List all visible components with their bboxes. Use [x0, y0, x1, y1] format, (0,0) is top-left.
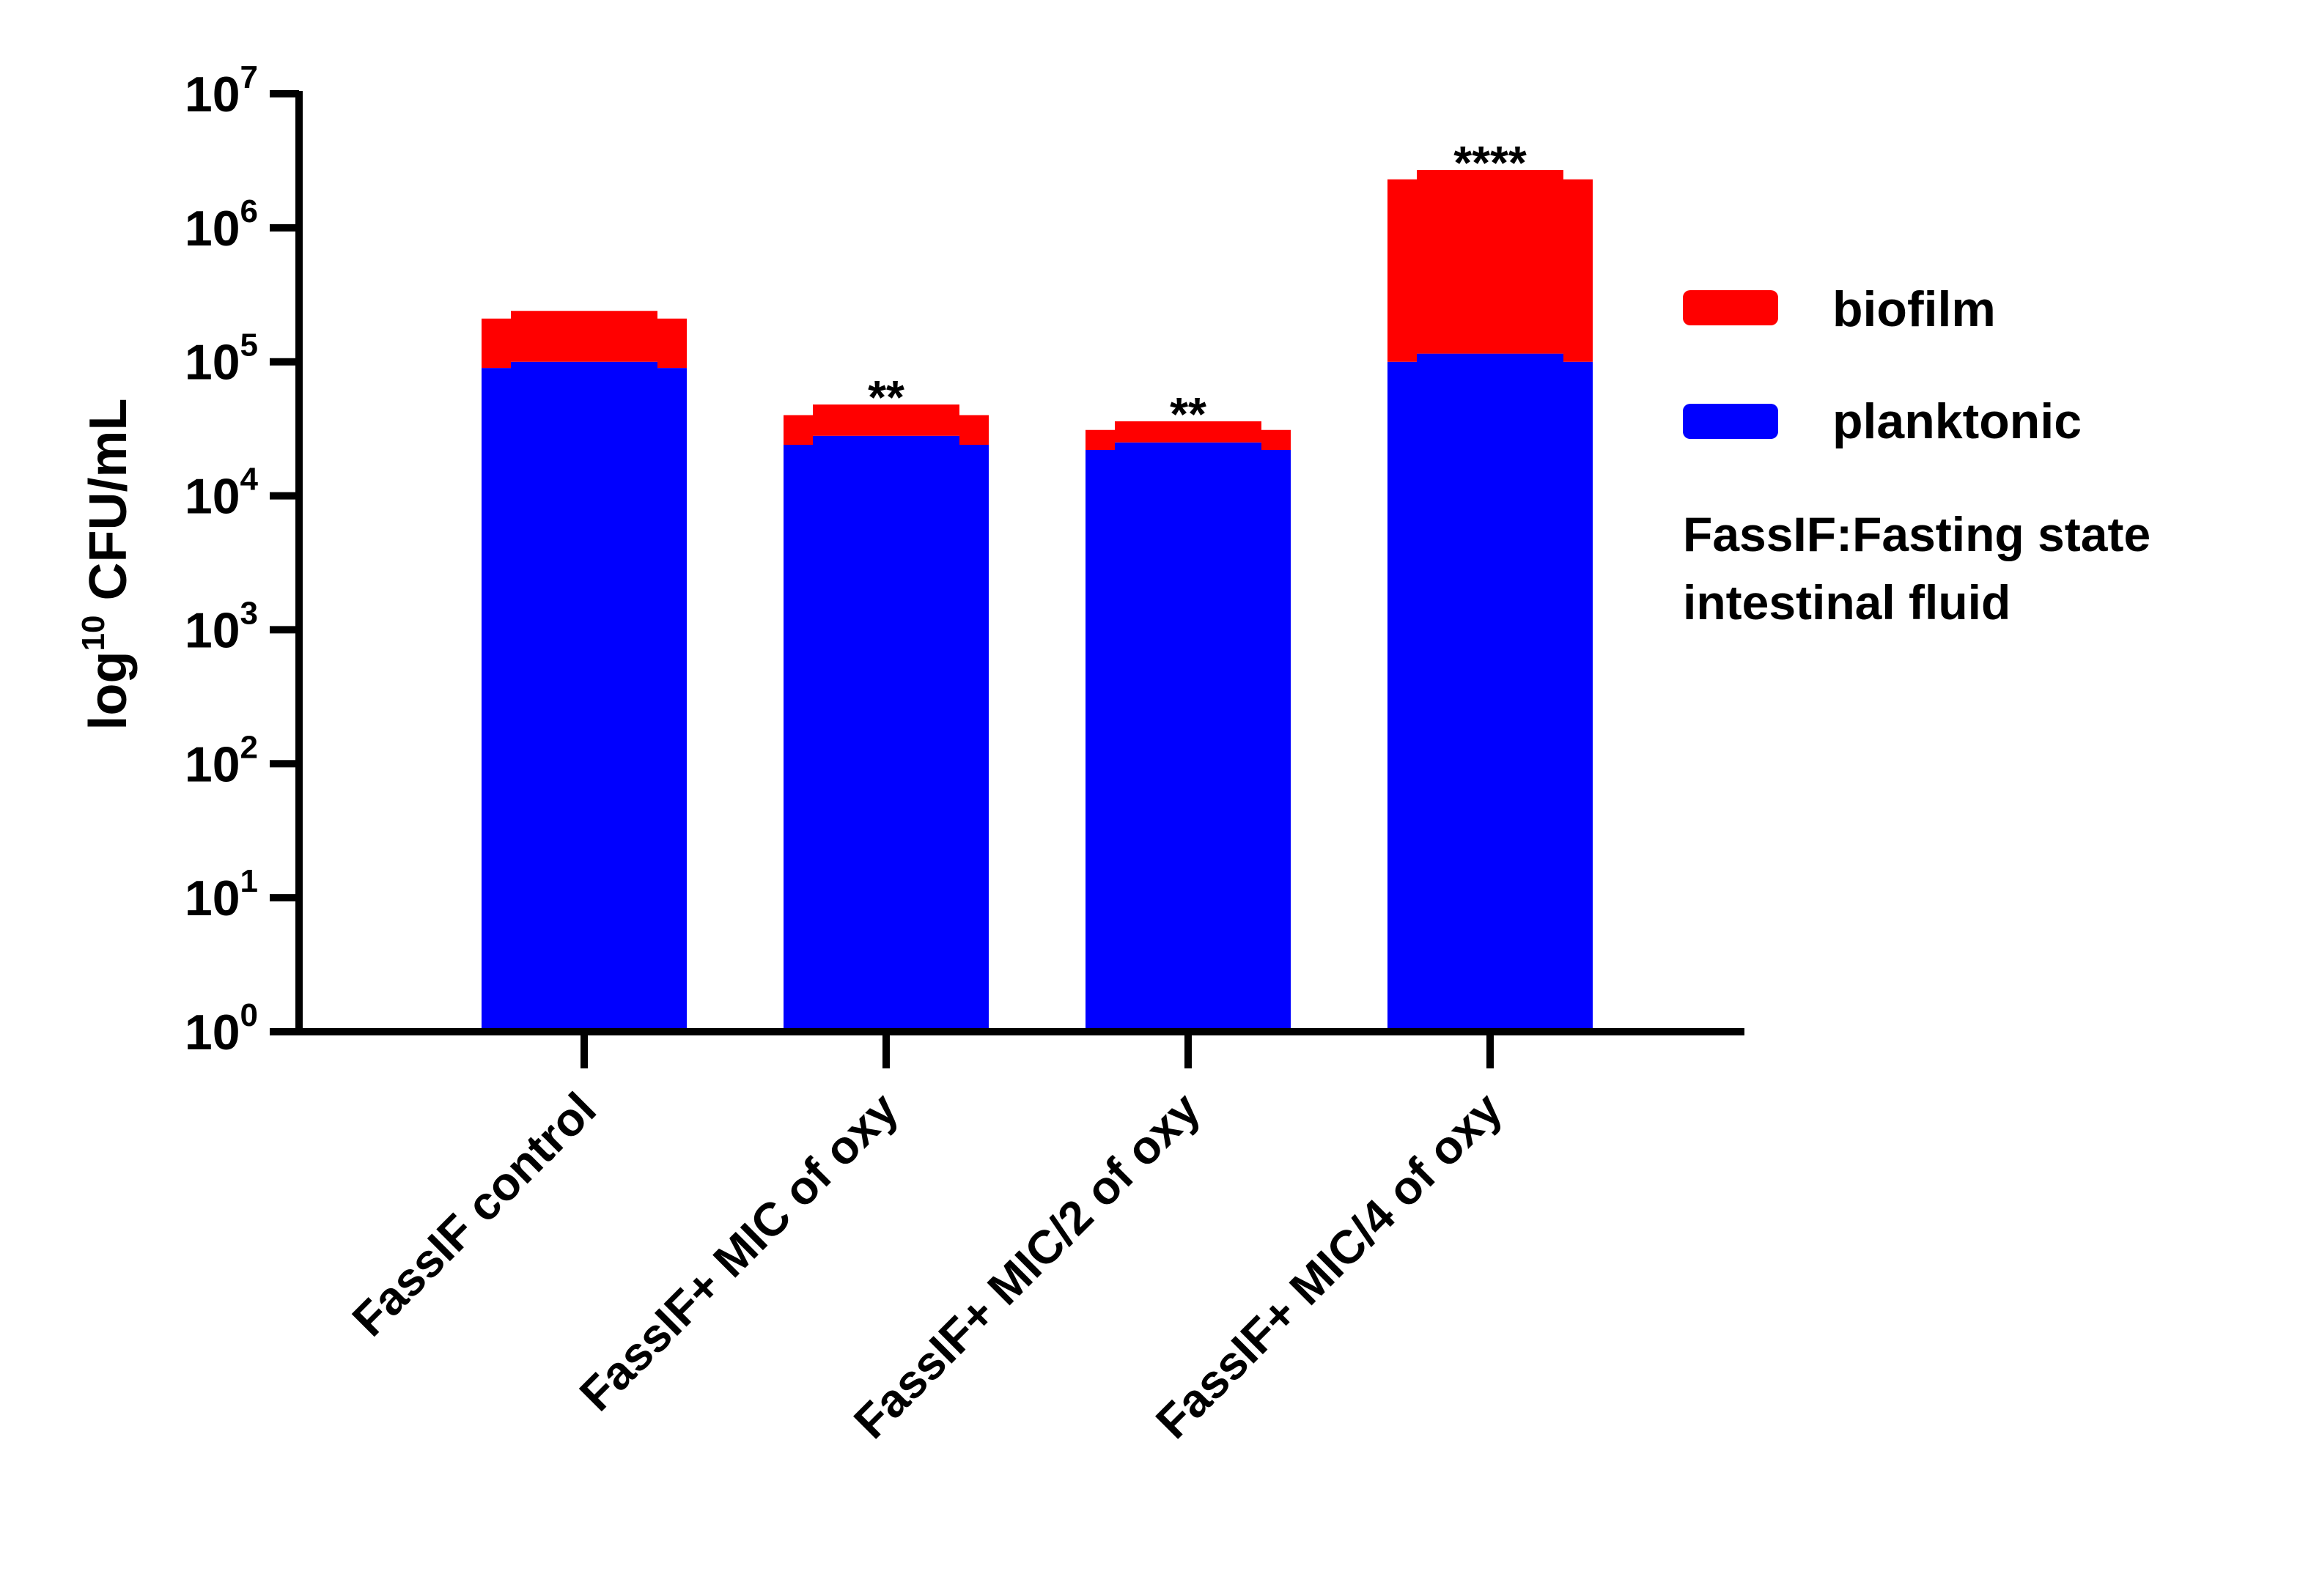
y-tick-label-0: 100: [185, 997, 258, 1060]
y-tick-label-3: 103: [185, 595, 258, 658]
y-tick-label-1: 101: [185, 863, 258, 926]
annotation-line-1: FassIF:Fasting state: [1683, 507, 2150, 561]
y-axis-title-superscript: 10: [75, 616, 111, 651]
bar-planktonic-1: [784, 435, 989, 1032]
annotation: FassIF:Fasting state intestinal fluid: [1683, 507, 2150, 629]
significance-label-2: **: [1170, 388, 1206, 440]
x-tick-label-2: FassIF+ MIC/2 of oxy: [844, 1082, 1210, 1449]
bar-biofilm-1: [784, 404, 989, 446]
annotation-line-2: intestinal fluid: [1683, 575, 2010, 629]
bar-planktonic-3: [1387, 353, 1593, 1032]
legend-label-planktonic: planktonic: [1832, 394, 2082, 449]
bar-planktonic-0: [482, 361, 687, 1032]
x-tick-label-1: FassIF+ MIC of oxy: [570, 1082, 908, 1421]
bar-biofilm-2: [1086, 421, 1291, 450]
significance-label-1: **: [868, 371, 904, 424]
legend-swatch-biofilm: [1683, 290, 1778, 325]
x-tick-label-3: FassIF+ MIC/4 of oxy: [1146, 1082, 1512, 1449]
y-tick-label-6: 106: [185, 193, 258, 256]
y-axis-title-suffix: CFU/mL: [79, 399, 138, 616]
y-tick-label-2: 102: [185, 729, 258, 792]
y-tick-label-7: 107: [185, 59, 258, 122]
bar-biofilm-3: [1387, 169, 1593, 362]
legend: biofilm planktonic: [1683, 281, 2082, 449]
bar-biofilm-0: [482, 311, 687, 369]
axes-layer: [270, 90, 1744, 1068]
y-axis-title-prefix: log: [79, 651, 138, 730]
x-tick-label-0: FassIF control: [342, 1082, 606, 1346]
significance-label-3: ****: [1453, 136, 1527, 189]
legend-swatch-planktonic: [1683, 404, 1778, 439]
y-tick-label-5: 105: [185, 328, 258, 391]
y-axis-title: log10 CFU/mL: [75, 399, 138, 731]
bars-layer: [482, 169, 1593, 1032]
bar-planktonic-2: [1086, 442, 1291, 1032]
legend-label-biofilm: biofilm: [1832, 281, 1996, 337]
y-tick-label-4: 104: [185, 462, 259, 525]
